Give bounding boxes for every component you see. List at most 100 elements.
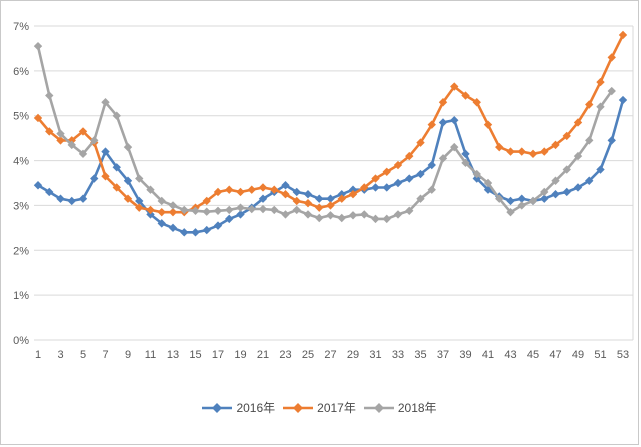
chart-legend: 2016年 2017年 2018年 bbox=[1, 399, 638, 416]
data-point-marker bbox=[258, 204, 268, 214]
data-point-marker bbox=[67, 196, 76, 206]
data-point-marker bbox=[506, 147, 515, 156]
data-point-marker bbox=[607, 86, 616, 96]
data-point-marker bbox=[213, 221, 223, 230]
legend-item-2016[interactable]: 2016年 bbox=[202, 399, 275, 416]
data-point-marker bbox=[247, 204, 256, 214]
data-point-marker bbox=[495, 194, 504, 203]
data-point-marker bbox=[135, 174, 144, 183]
x-tick-label: 39 bbox=[459, 349, 471, 361]
x-tick-label: 53 bbox=[617, 349, 629, 361]
data-point-marker bbox=[191, 206, 200, 216]
data-point-marker bbox=[562, 165, 571, 174]
data-point-marker bbox=[405, 174, 414, 183]
data-point-marker bbox=[337, 194, 346, 203]
x-tick-label: 49 bbox=[572, 349, 584, 361]
data-point-marker bbox=[90, 136, 99, 145]
x-tick-label: 11 bbox=[145, 349, 156, 361]
data-point-marker bbox=[225, 214, 234, 224]
data-point-marker bbox=[258, 183, 268, 192]
data-point-marker bbox=[45, 91, 54, 100]
data-point-marker bbox=[135, 203, 144, 212]
data-point-marker bbox=[393, 178, 403, 188]
x-tick-label: 35 bbox=[414, 349, 426, 361]
legend-marker-2016-icon bbox=[202, 402, 233, 413]
data-point-marker bbox=[506, 196, 515, 206]
data-point-marker bbox=[483, 178, 493, 188]
data-point-marker bbox=[67, 136, 76, 145]
y-tick-label: 2% bbox=[13, 245, 29, 257]
data-point-marker bbox=[247, 185, 256, 194]
data-point-marker bbox=[393, 210, 403, 219]
data-point-marker bbox=[45, 187, 54, 197]
data-point-marker bbox=[562, 187, 571, 197]
data-point-marker bbox=[360, 183, 369, 192]
data-point-marker bbox=[528, 196, 538, 206]
legend-label-2018: 2018年 bbox=[397, 401, 437, 415]
data-point-marker bbox=[191, 228, 200, 237]
data-point-marker bbox=[157, 207, 166, 217]
data-point-marker bbox=[427, 160, 436, 170]
data-point-marker bbox=[416, 138, 425, 147]
data-point-marker bbox=[461, 91, 470, 100]
x-tick-label: 9 bbox=[125, 349, 131, 361]
data-point-marker bbox=[78, 194, 88, 203]
legend-item-2017[interactable]: 2017年 bbox=[283, 399, 356, 416]
data-point-marker bbox=[427, 120, 436, 129]
data-point-marker bbox=[303, 210, 313, 219]
data-point-marker bbox=[371, 214, 380, 224]
y-tick-label: 5% bbox=[13, 111, 29, 123]
data-point-marker bbox=[101, 98, 110, 107]
data-point-marker bbox=[506, 207, 515, 217]
data-point-marker bbox=[146, 205, 155, 215]
data-point-marker bbox=[450, 116, 459, 125]
data-point-marker bbox=[618, 95, 628, 105]
data-point-marker bbox=[292, 196, 301, 206]
x-tick-label: 17 bbox=[212, 349, 224, 361]
data-point-marker bbox=[45, 127, 54, 136]
data-point-marker bbox=[258, 194, 268, 203]
data-point-marker bbox=[78, 127, 88, 136]
x-tick-label: 47 bbox=[549, 349, 561, 361]
data-point-marker bbox=[213, 187, 223, 197]
data-point-marker bbox=[33, 181, 43, 190]
data-point-marker bbox=[438, 98, 448, 107]
data-point-marker bbox=[618, 30, 628, 40]
data-point-marker bbox=[112, 183, 121, 192]
data-point-marker bbox=[315, 213, 324, 223]
x-tick-label: 33 bbox=[392, 349, 404, 361]
x-tick-label: 3 bbox=[57, 349, 63, 361]
data-point-marker bbox=[438, 154, 448, 163]
data-point-marker bbox=[551, 176, 560, 185]
data-point-marker bbox=[371, 183, 380, 192]
x-tick-label: 41 bbox=[482, 349, 494, 361]
x-tick-label: 19 bbox=[234, 349, 246, 361]
x-tick-label: 5 bbox=[80, 349, 86, 361]
data-point-marker bbox=[540, 194, 549, 203]
series-line-2017年 bbox=[36, 33, 625, 214]
data-point-marker bbox=[540, 187, 549, 197]
y-tick-label: 4% bbox=[13, 156, 29, 168]
data-point-marker bbox=[495, 142, 504, 152]
data-point-marker bbox=[225, 205, 234, 215]
x-tick-label: 29 bbox=[347, 349, 359, 361]
y-tick-label: 3% bbox=[13, 200, 29, 212]
x-tick-label: 45 bbox=[527, 349, 539, 361]
data-point-marker bbox=[33, 41, 43, 51]
data-point-marker bbox=[270, 205, 279, 215]
data-point-marker bbox=[551, 140, 560, 150]
data-point-marker bbox=[168, 201, 178, 210]
data-point-marker bbox=[472, 169, 481, 179]
data-point-marker bbox=[123, 176, 133, 185]
data-point-marker bbox=[517, 194, 526, 203]
legend-item-2018[interactable]: 2018年 bbox=[363, 399, 437, 416]
data-point-marker bbox=[596, 165, 605, 174]
data-point-marker bbox=[225, 185, 234, 194]
data-point-marker bbox=[450, 82, 459, 91]
data-point-marker bbox=[90, 174, 99, 183]
data-point-marker bbox=[573, 151, 583, 161]
data-point-marker bbox=[393, 160, 403, 170]
data-point-marker bbox=[315, 194, 324, 203]
data-point-marker bbox=[101, 147, 110, 156]
x-tick-label: 1 bbox=[35, 349, 41, 361]
